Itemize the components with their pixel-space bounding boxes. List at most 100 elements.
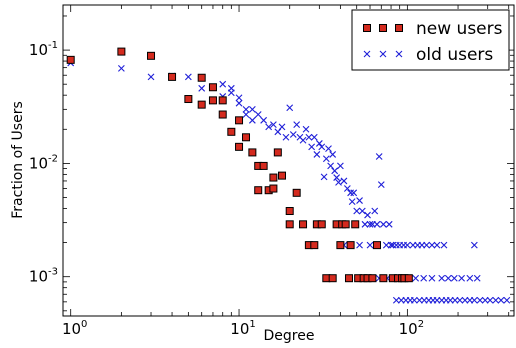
data-point-new-users <box>346 241 355 250</box>
data-point-new-users <box>273 148 282 157</box>
data-point-old-users <box>416 296 423 304</box>
legend-box <box>351 9 510 71</box>
data-point-old-users <box>265 123 273 131</box>
plot-area <box>66 47 511 304</box>
data-point-old-users <box>356 197 363 204</box>
data-point-new-users <box>259 161 268 170</box>
data-point-old-users <box>366 241 374 249</box>
data-point-old-users <box>147 73 155 81</box>
data-point-new-users <box>248 148 257 157</box>
data-point-old-users <box>302 125 310 133</box>
y-tick-label: 10-2 <box>29 153 58 172</box>
data-point-old-users <box>305 133 313 141</box>
data-point-old-users <box>242 111 250 118</box>
data-point-new-users <box>285 220 294 229</box>
data-point-old-users <box>358 207 366 215</box>
data-point-old-users <box>444 274 452 282</box>
data-point-old-users <box>476 296 484 304</box>
data-point-old-users <box>379 220 387 228</box>
x-tick-label: 101 <box>230 319 255 338</box>
data-point-new-users <box>197 73 206 82</box>
legend-label-new-users: new users <box>416 19 503 39</box>
data-point-old-users <box>497 296 505 304</box>
data-point-old-users <box>440 241 448 249</box>
data-point-old-users <box>377 181 385 188</box>
data-point-old-users <box>353 207 361 215</box>
data-point-new-users <box>341 220 350 229</box>
data-point-old-users <box>184 73 192 81</box>
data-point-new-users <box>235 116 244 125</box>
data-point-old-users <box>486 296 494 304</box>
legend: new users old users <box>351 9 510 71</box>
data-point-old-users <box>308 143 316 151</box>
data-point-old-users <box>313 151 321 158</box>
legend-label-old-users: old users <box>416 45 493 65</box>
legend-marker-new-users <box>395 24 403 32</box>
data-point-old-users <box>289 131 297 138</box>
data-point-old-users <box>248 116 256 124</box>
data-point-old-users <box>227 89 235 97</box>
data-point-old-users <box>322 155 330 163</box>
data-point-new-users <box>379 274 388 283</box>
data-point-old-users <box>219 80 227 88</box>
legend-marker-old-users <box>395 50 403 58</box>
data-point-new-users <box>254 186 263 195</box>
data-point-old-users <box>371 207 379 215</box>
data-point-new-users <box>285 207 294 216</box>
data-point-old-users <box>278 123 286 131</box>
data-point-old-users <box>248 105 256 113</box>
data-point-old-users <box>420 274 428 282</box>
data-point-old-users <box>286 104 294 112</box>
data-point-new-users <box>66 55 75 64</box>
data-point-old-users <box>260 116 268 124</box>
data-point-new-users <box>328 274 337 283</box>
data-point-old-users <box>387 241 395 249</box>
data-point-new-users <box>269 184 278 193</box>
data-point-old-users <box>428 241 436 249</box>
data-point-new-users <box>336 241 345 250</box>
data-point-old-users <box>235 99 243 107</box>
data-point-old-users <box>373 220 381 228</box>
data-point-new-users <box>197 100 206 109</box>
data-point-old-users <box>428 274 436 282</box>
data-point-new-users <box>208 96 217 105</box>
data-point-old-users <box>375 153 383 160</box>
data-point-old-users <box>456 296 464 304</box>
data-point-old-users <box>315 140 323 147</box>
data-point-old-users <box>327 162 335 170</box>
data-point-new-users <box>404 274 413 283</box>
data-point-old-users <box>438 274 446 282</box>
data-point-new-users <box>317 220 326 229</box>
data-point-old-users <box>348 198 356 205</box>
data-point-new-users <box>184 95 193 104</box>
data-point-old-users <box>366 220 374 228</box>
plot-frame <box>62 4 515 317</box>
data-point-old-users <box>403 241 411 249</box>
x-tick-label: 102 <box>399 319 424 338</box>
data-point-old-users <box>318 143 326 151</box>
x-axis-label: Degree <box>264 328 315 344</box>
data-point-old-users <box>335 178 342 186</box>
data-point-old-users <box>364 211 371 219</box>
data-point-old-users <box>470 296 478 304</box>
axes: 100 101 102 10-3 10-2 10-1 <box>29 4 515 338</box>
data-point-old-users <box>254 111 262 118</box>
data-point-old-users <box>350 189 358 197</box>
data-point-old-users <box>433 241 441 249</box>
data-point-new-users <box>218 96 227 105</box>
data-point-new-users <box>227 127 236 136</box>
data-point-new-users <box>218 110 227 119</box>
data-point-new-users <box>368 274 377 283</box>
data-point-new-users <box>147 51 156 60</box>
data-point-new-users <box>242 133 251 142</box>
data-point-new-users <box>117 47 126 56</box>
data-point-old-users <box>329 151 337 158</box>
data-point-old-users <box>361 220 369 228</box>
data-point-old-users <box>492 296 500 304</box>
data-point-old-users <box>310 133 318 141</box>
data-point-old-users <box>282 133 290 141</box>
data-point-old-users <box>412 274 420 282</box>
data-point-old-users <box>117 64 125 72</box>
data-point-new-users <box>292 188 301 197</box>
